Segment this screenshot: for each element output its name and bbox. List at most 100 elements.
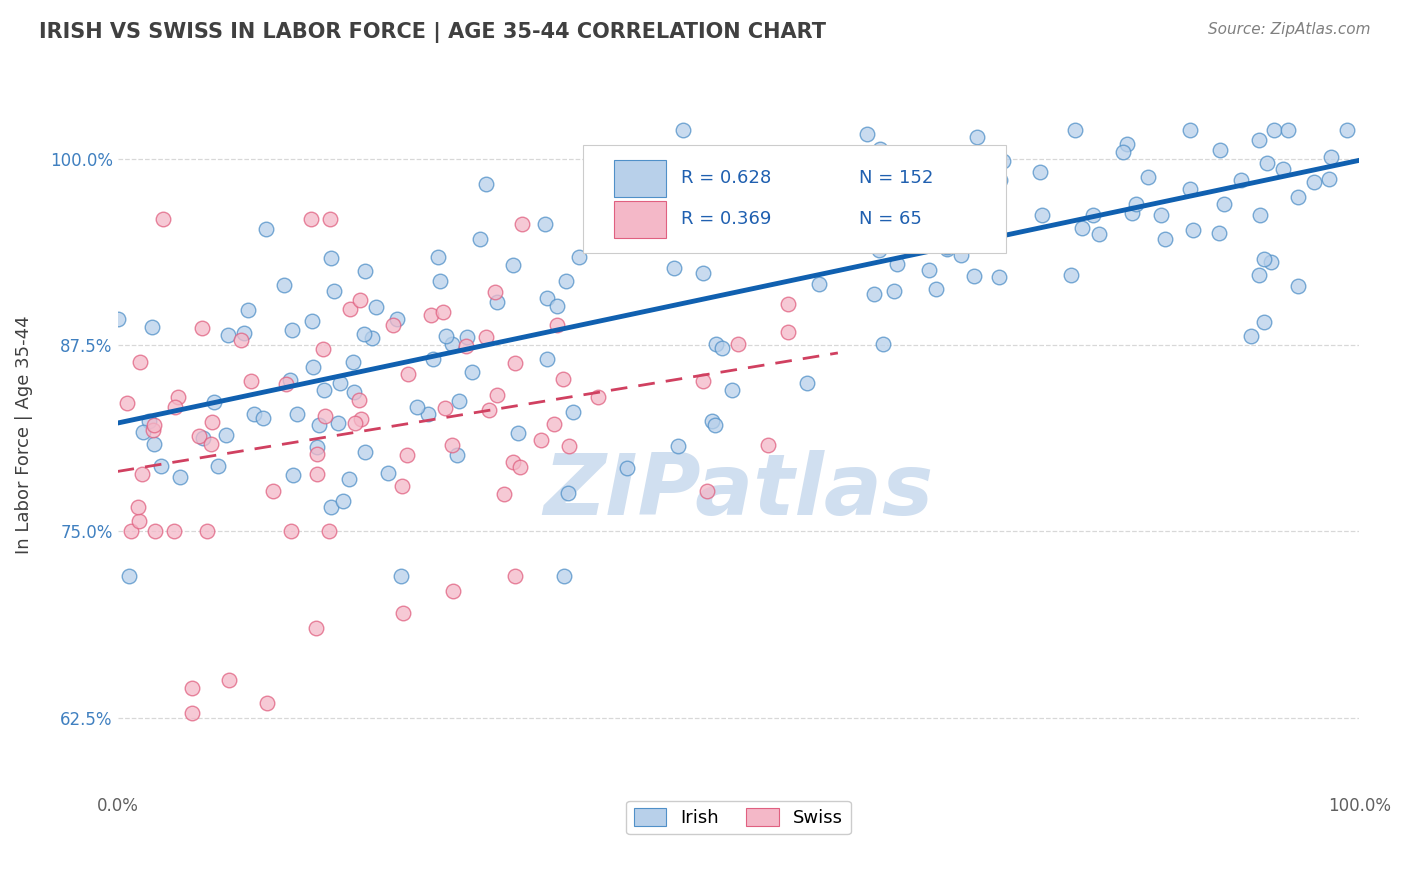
Point bbox=[949, 247, 972, 261]
Point bbox=[202, 395, 225, 409]
Point bbox=[1064, 122, 1087, 136]
Point bbox=[197, 524, 219, 539]
Point bbox=[118, 569, 141, 583]
Point bbox=[808, 277, 831, 291]
Point bbox=[485, 388, 508, 402]
Point bbox=[1303, 175, 1326, 189]
Point bbox=[420, 308, 443, 322]
Point bbox=[1336, 122, 1358, 136]
Point bbox=[1029, 165, 1052, 179]
Point bbox=[162, 524, 184, 539]
Point bbox=[623, 214, 645, 228]
Point bbox=[530, 434, 553, 448]
Point bbox=[302, 360, 325, 375]
Point bbox=[711, 341, 734, 355]
Point bbox=[704, 337, 727, 351]
FancyBboxPatch shape bbox=[583, 145, 1005, 252]
Point bbox=[285, 407, 308, 421]
Point bbox=[869, 142, 891, 156]
Point bbox=[128, 514, 150, 528]
Point bbox=[886, 257, 908, 271]
Point bbox=[546, 318, 568, 332]
Point bbox=[353, 445, 375, 459]
Point bbox=[311, 342, 333, 356]
Point bbox=[427, 250, 450, 264]
Point bbox=[988, 172, 1011, 186]
Point bbox=[778, 297, 800, 311]
Point bbox=[1260, 254, 1282, 268]
Point bbox=[181, 706, 204, 720]
Point bbox=[382, 318, 405, 332]
Point bbox=[200, 436, 222, 450]
Point bbox=[218, 327, 240, 342]
Point bbox=[966, 129, 988, 144]
Point bbox=[1178, 122, 1201, 136]
Point bbox=[441, 437, 464, 451]
Point bbox=[141, 320, 163, 334]
Point bbox=[143, 417, 166, 432]
Point bbox=[614, 200, 637, 214]
Text: IRISH VS SWISS IN LABOR FORCE | AGE 35-44 CORRELATION CHART: IRISH VS SWISS IN LABOR FORCE | AGE 35-4… bbox=[39, 22, 827, 44]
Point bbox=[506, 425, 529, 440]
Point bbox=[780, 172, 803, 186]
Point bbox=[366, 300, 388, 314]
Point bbox=[283, 467, 305, 482]
Point bbox=[935, 152, 957, 166]
Point bbox=[1256, 155, 1278, 169]
Point bbox=[557, 485, 579, 500]
Point bbox=[429, 274, 451, 288]
Point bbox=[662, 261, 685, 276]
Point bbox=[1178, 181, 1201, 195]
Point bbox=[350, 412, 373, 426]
Point bbox=[666, 439, 689, 453]
Point bbox=[475, 330, 498, 344]
Point bbox=[700, 414, 723, 428]
Point bbox=[558, 439, 581, 453]
Point bbox=[131, 467, 153, 482]
Point bbox=[872, 336, 894, 351]
Point bbox=[181, 681, 204, 695]
Point bbox=[1153, 232, 1175, 246]
Point bbox=[1213, 196, 1236, 211]
Point bbox=[343, 416, 366, 430]
Point bbox=[337, 472, 360, 486]
Point bbox=[863, 286, 886, 301]
Text: N = 65: N = 65 bbox=[859, 211, 922, 228]
Point bbox=[1081, 208, 1104, 222]
Point bbox=[256, 696, 278, 710]
Point bbox=[278, 373, 301, 387]
Point bbox=[917, 263, 939, 277]
Text: N = 152: N = 152 bbox=[859, 169, 934, 187]
Point bbox=[1116, 136, 1139, 151]
Point bbox=[543, 417, 565, 432]
Point bbox=[963, 269, 986, 284]
Point bbox=[143, 524, 166, 539]
Point bbox=[925, 282, 948, 296]
Point bbox=[1208, 226, 1230, 240]
Point bbox=[568, 250, 591, 264]
Point bbox=[152, 211, 174, 226]
Point bbox=[131, 425, 153, 439]
Point bbox=[1253, 252, 1275, 267]
Point bbox=[201, 415, 224, 429]
Point bbox=[281, 323, 304, 337]
Point bbox=[347, 393, 370, 408]
Point bbox=[433, 401, 456, 415]
Point bbox=[704, 417, 727, 432]
Point bbox=[790, 176, 813, 190]
Point bbox=[432, 304, 454, 318]
Point bbox=[1277, 122, 1299, 136]
Point bbox=[502, 258, 524, 272]
Point bbox=[231, 334, 253, 348]
Legend: Irish, Swiss: Irish, Swiss bbox=[627, 801, 851, 834]
Point bbox=[169, 470, 191, 484]
Point bbox=[661, 232, 683, 246]
Point bbox=[218, 673, 240, 688]
Point bbox=[406, 400, 429, 414]
Point bbox=[1060, 268, 1083, 282]
Point bbox=[503, 356, 526, 370]
Point bbox=[756, 438, 779, 452]
Point bbox=[441, 337, 464, 351]
Point bbox=[354, 264, 377, 278]
Point bbox=[314, 409, 336, 424]
